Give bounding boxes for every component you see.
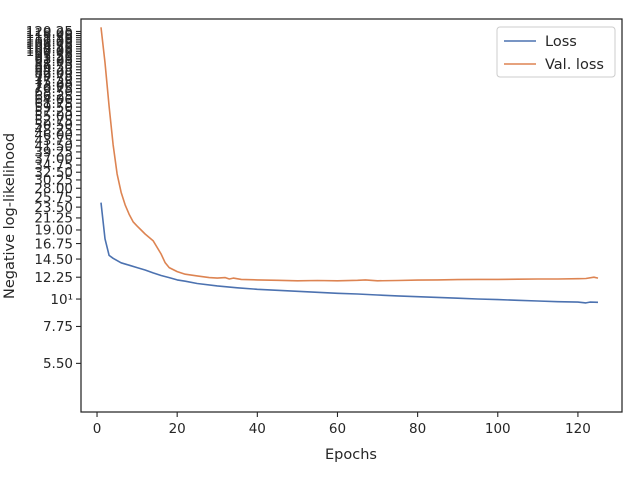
y-tick-label: 66.25 [34,88,73,104]
y-tick-label: 73.00 [34,78,73,94]
y-tick-label: 21.25 [34,211,73,227]
y-tick-label: 88.75 [34,57,73,73]
y-tick-label: 23.50 [34,200,73,216]
x-tick-label: 20 [169,421,186,437]
x-axis-label: Epochs [325,447,377,463]
y-tick-label: 43.75 [34,133,73,149]
x-tick-label: 100 [485,421,511,437]
y-tick-label: 77.50 [34,71,73,87]
series-line-0 [100,202,599,304]
y-tick-label: 100.00 [26,44,73,60]
y-tick-label: 28.00 [34,181,73,197]
y-tick-label: 55.00 [34,108,73,124]
x-axis-ticks: 0 20 40 60 80 100 120 [93,412,591,437]
x-tick-label: 80 [409,421,426,437]
y-tick-label: 46.00 [34,128,73,144]
y-axis-ticks: 5.50 7.75 10¹ 12.25 14.5016.7519.0021.2523.5… [26,24,81,372]
y-tick-label: 37.00 [34,151,73,167]
y-tick-label: 68.50 [34,85,73,101]
y-tick-label: 5.50 [43,356,73,372]
y-tick-label: 104.50 [26,39,73,55]
y-tick-label: 7.75 [43,319,73,335]
y-tick-label: 16.75 [34,236,73,252]
series-line-1 [100,27,599,282]
y-tick-label: 95.50 [34,49,73,65]
y-tick-label: 59.50 [34,100,73,116]
y-tick-label: 106.75 [26,37,73,53]
y-tick-label: 84.25 [34,62,73,78]
y-tick-label: 34.75 [34,158,73,174]
y-tick-label: 48.25 [34,122,73,138]
y-tick-label: 75.25 [34,75,73,91]
y-tick-label: 64.00 [34,92,73,108]
y-tick-label: 32.50 [34,165,73,181]
x-tick-label: 120 [565,421,591,437]
y-tick-label: 97.75 [34,46,73,62]
y-tick-label: 61.75 [34,96,73,112]
y-tick-label: 52.75 [34,113,73,129]
y-tick-label: 14.50 [34,252,73,268]
y-tick-label: 70.75 [34,81,73,97]
y-tick-label: 93.25 [34,52,73,68]
x-tick-label: 60 [329,421,346,437]
plot-area-frame [80,18,623,413]
y-tick-label: 82.00 [34,65,73,81]
y-tick-label: 120.25 [26,24,73,40]
x-tick-label: 0 [93,421,102,437]
y-tick-label: 25.75 [34,190,73,206]
y-tick-label: 19.00 [34,223,73,239]
y-tick-label: 50.50 [34,118,73,134]
y-tick-label: 113.50 [26,30,73,46]
y-tick-label: 102.25 [26,42,73,58]
y-tick-label: 86.50 [34,60,73,76]
y-tick-label: 57.25 [34,104,73,120]
y-tick-label: 111.25 [26,33,73,49]
y-tick-label: 12.25 [34,270,73,286]
y-tick-label: 41.50 [34,139,73,155]
legend-label-loss: Loss [545,34,577,50]
y-tick-label: 109.00 [26,35,73,51]
y-tick-label: 91.00 [34,54,73,70]
legend-label-val-loss: Val. loss [545,57,604,73]
y-axis-label: Negative log-likelihood [2,133,18,299]
x-tick-label: 40 [249,421,266,437]
y-tick-label: 30.25 [34,173,73,189]
y-tick-label: 39.25 [34,145,73,161]
y-tick-label: 79.75 [34,68,73,84]
series-layer [100,27,599,304]
y-tick-label: 115.75 [26,28,73,44]
y-tick-label: 118.00 [26,26,73,42]
legend: Loss Val. loss [496,26,616,78]
y-tick-label: 10¹ [50,292,73,308]
